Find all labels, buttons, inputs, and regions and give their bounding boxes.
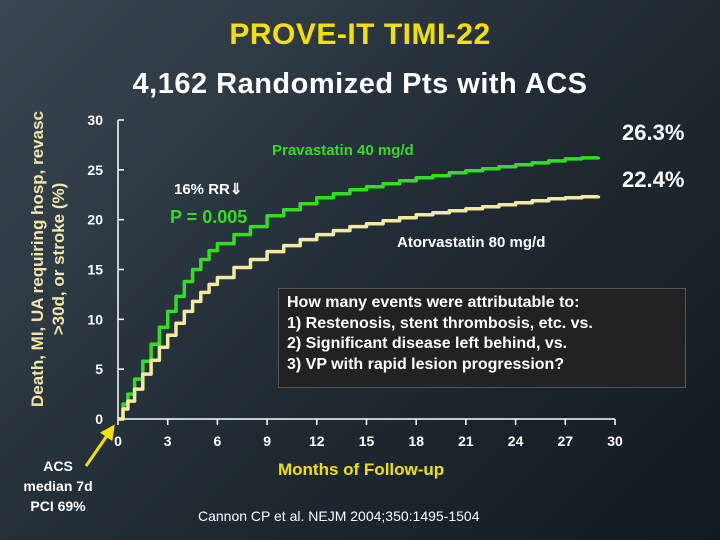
x-tick-label: 21: [458, 433, 474, 449]
question-box: How many events were attributable to: 1)…: [278, 288, 686, 388]
x-tick-label: 12: [309, 433, 325, 449]
x-axis-label: Months of Follow-up: [278, 460, 445, 479]
x-tick-label: 0: [114, 433, 122, 449]
end-label-atorvastatin: 22.4%: [622, 167, 685, 192]
x-tick-label: 24: [508, 433, 524, 449]
slide-subtitle: 4,162 Randomized Pts with ACS: [132, 68, 588, 100]
y-tick-label: 30: [87, 112, 103, 128]
question-line: 2) Significant disease left behind, vs.: [287, 335, 568, 352]
pravastatin-label: Pravastatin 40 mg/d: [272, 142, 414, 159]
x-tick-label: 6: [214, 433, 222, 449]
acs-note-line: PCI 69%: [30, 498, 86, 514]
question-line: 1) Restenosis, stent thrombosis, etc. vs…: [287, 314, 593, 332]
y-tick-label: 10: [87, 311, 103, 327]
y-tick-label: 5: [95, 361, 103, 377]
acs-note: ACS median 7d PCI 69%: [10, 456, 106, 516]
x-tick-label: 27: [558, 433, 574, 449]
slide-title: PROVE-IT TIMI-22: [229, 18, 491, 51]
acs-arrow: [84, 424, 115, 467]
end-label-pravastatin: 26.3%: [622, 120, 685, 145]
question-line: 3) VP with rapid lesion progression?: [287, 355, 565, 373]
x-tick-label: 15: [359, 433, 375, 449]
acs-note-line: median 7d: [23, 478, 93, 494]
citation: Cannon CP et al. NEJM 2004;350:1495-1504: [198, 508, 480, 524]
rr-label: 16% RR⇓: [174, 181, 243, 198]
y-tick-label: 0: [95, 411, 103, 427]
series-line-pravastatin: [118, 156, 601, 421]
series-line-atorvastatin: [118, 194, 601, 421]
y-tick-label: 15: [87, 262, 103, 278]
atorvastatin-label: Atorvastatin 80 mg/d: [397, 234, 546, 251]
question-line: How many events were attributable to:: [287, 294, 580, 311]
x-tick-label: 30: [607, 433, 623, 449]
x-tick-label: 3: [164, 433, 172, 449]
y-tick-label: 20: [87, 212, 103, 228]
y-tick-label: 25: [87, 162, 103, 178]
acs-note-line: ACS: [43, 458, 73, 474]
x-tick-label: 18: [408, 433, 424, 449]
x-tick-label: 9: [263, 433, 271, 449]
p-value-label: P = 0.005: [170, 207, 248, 227]
